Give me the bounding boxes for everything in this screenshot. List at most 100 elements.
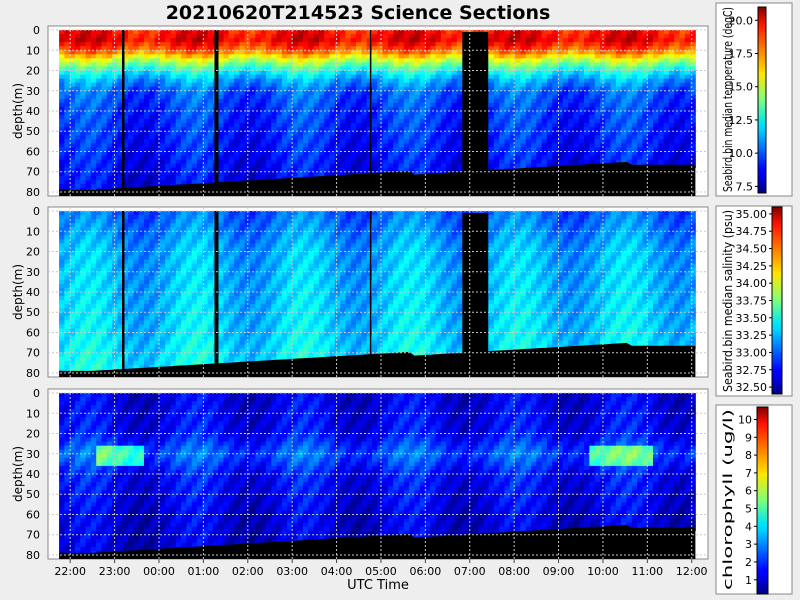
heatmap-cell	[122, 42, 129, 47]
heatmap-cell	[568, 106, 574, 112]
heatmap-cell	[509, 127, 516, 132]
heatmap-cell	[393, 94, 399, 100]
heatmap-cell	[403, 131, 410, 136]
heatmap-cell	[186, 147, 193, 152]
heatmap-cell	[679, 135, 686, 140]
heatmap-cell	[122, 127, 129, 132]
heatmap-cell	[239, 163, 246, 169]
heatmap-cell	[589, 102, 596, 108]
heatmap-cell	[69, 231, 76, 236]
heatmap-cell	[456, 70, 463, 75]
heatmap-cell	[350, 42, 357, 47]
heatmap-cell	[356, 147, 362, 152]
heatmap-cell	[303, 86, 309, 92]
heatmap-cell	[398, 62, 405, 67]
heatmap-cell	[69, 223, 76, 228]
heatmap-cell	[324, 70, 330, 75]
heatmap-cell	[181, 123, 187, 128]
heatmap-cell	[398, 159, 405, 165]
heatmap-cell	[276, 102, 283, 108]
heatmap-cell	[149, 115, 155, 120]
heatmap-cell	[637, 78, 643, 84]
heatmap-cell	[122, 292, 129, 297]
heatmap-cell	[59, 90, 65, 96]
heatmap-cell	[599, 151, 606, 156]
heatmap-cell	[59, 308, 65, 313]
heatmap-cell	[435, 62, 442, 67]
heatmap-cell	[382, 74, 389, 80]
heatmap-cell	[117, 119, 124, 124]
heatmap-cell	[228, 106, 235, 112]
heatmap-cell	[239, 38, 246, 43]
heatmap-cell	[366, 50, 373, 55]
heatmap-cell	[366, 115, 373, 120]
heatmap-cell	[615, 123, 622, 128]
heatmap-cell	[647, 34, 654, 39]
heatmap-cell	[488, 159, 495, 165]
heatmap-cell	[128, 179, 134, 185]
heatmap-cell	[663, 58, 670, 63]
heatmap-cell	[101, 82, 108, 88]
heatmap-cell	[329, 34, 336, 39]
heatmap-cell	[578, 119, 585, 124]
heatmap-cell	[642, 147, 649, 152]
heatmap-cell	[64, 183, 71, 189]
heatmap-cell	[234, 74, 240, 80]
heatmap-cell	[340, 46, 346, 51]
heatmap-cell	[101, 300, 108, 305]
heatmap-cell	[149, 147, 155, 152]
heatmap-cell	[303, 119, 309, 124]
heatmap-cell	[631, 159, 638, 165]
heatmap-cell	[122, 123, 129, 128]
heatmap-cell	[75, 356, 81, 362]
heatmap-cell	[281, 98, 288, 104]
heatmap-cell	[112, 211, 118, 216]
heatmap-cell	[292, 106, 299, 112]
heatmap-cell	[64, 66, 71, 71]
heatmap-cell	[250, 171, 256, 177]
heatmap-cell	[398, 115, 405, 120]
heatmap-cell	[138, 102, 145, 108]
heatmap-cell	[202, 135, 208, 140]
heatmap-cell	[541, 62, 548, 67]
heatmap-cell	[456, 123, 463, 128]
heatmap-cell	[424, 66, 431, 71]
heatmap-cell	[371, 74, 378, 80]
heatmap-cell	[75, 66, 81, 71]
heatmap-cell	[334, 155, 341, 160]
heatmap-cell	[350, 50, 357, 55]
heatmap-cell	[59, 34, 65, 39]
heatmap-cell	[552, 131, 558, 136]
heatmap-cell	[610, 159, 617, 165]
heatmap-cell	[138, 127, 145, 132]
heatmap-cell	[154, 58, 161, 63]
heatmap-cell	[90, 30, 97, 35]
heatmap-cell	[488, 82, 495, 88]
heatmap-cell	[122, 147, 129, 152]
heatmap-cell	[382, 163, 389, 169]
heatmap-cell	[340, 30, 346, 35]
heatmap-cell	[106, 34, 113, 39]
heatmap-cell	[64, 115, 71, 120]
heatmap-cell	[546, 54, 553, 59]
heatmap-cell	[186, 30, 193, 35]
heatmap-cell	[218, 167, 224, 173]
heatmap-cell	[615, 58, 622, 63]
heatmap-cell	[393, 58, 399, 63]
heatmap-cell	[504, 143, 511, 148]
heatmap-cell	[106, 316, 113, 321]
heatmap-cell	[615, 159, 622, 165]
heatmap-cell	[674, 54, 680, 59]
heatmap-cell	[128, 86, 134, 92]
heatmap-cell	[80, 251, 87, 256]
heatmap-cell	[684, 135, 691, 140]
heatmap-cell	[75, 143, 81, 148]
heatmap-cell	[96, 360, 102, 366]
heatmap-cell	[260, 98, 267, 104]
heatmap-cell	[424, 139, 431, 144]
heatmap-cell	[122, 316, 129, 321]
heatmap-cell	[424, 98, 431, 104]
heatmap-cell	[196, 74, 203, 80]
heatmap-cell	[637, 139, 643, 144]
heatmap-cell	[525, 30, 532, 35]
